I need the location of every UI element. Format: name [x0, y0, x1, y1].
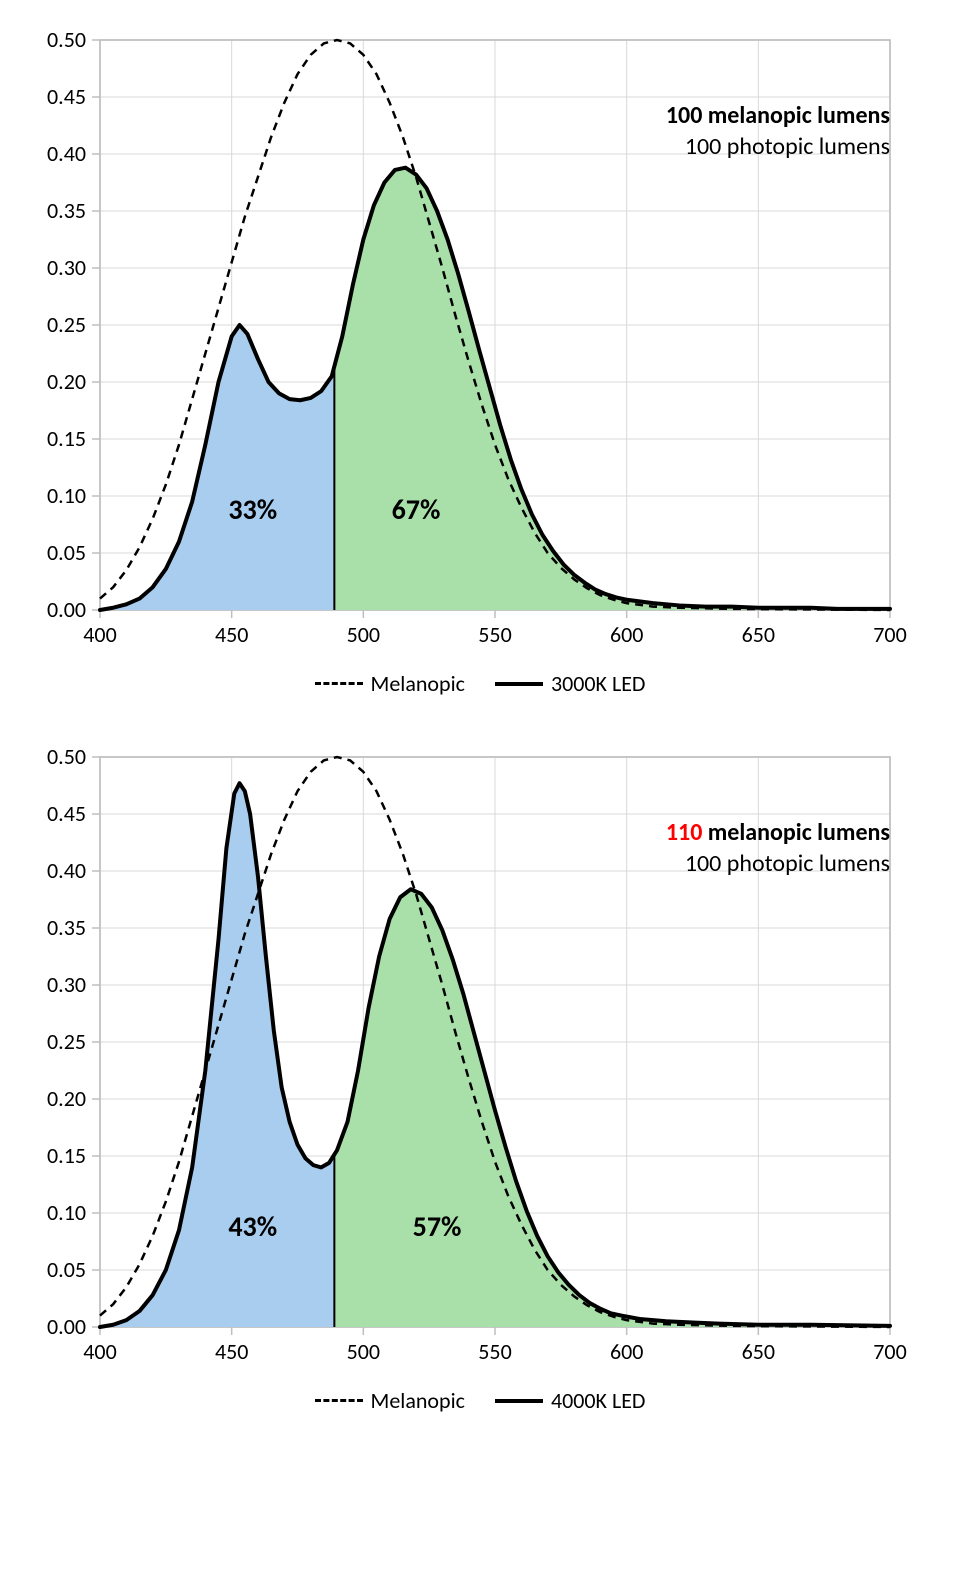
y-tick-label: 0.10: [47, 482, 86, 509]
melanopic-lumens-label: melanopic lumens: [702, 101, 890, 130]
melanopic-lumens-value: 100: [666, 101, 703, 130]
melanopic-lumens-value: 110: [666, 818, 703, 847]
legend-item-melanopic: Melanopic: [315, 670, 465, 697]
legend-item-led: 3000K LED: [495, 670, 646, 697]
y-tick-label: 0.25: [47, 311, 86, 338]
y-tick-label: 0.10: [47, 1199, 86, 1226]
y-tick-label: 0.00: [47, 1313, 86, 1340]
legend-label-melanopic: Melanopic: [371, 1387, 465, 1414]
y-tick-label: 0.15: [47, 1142, 86, 1169]
x-tick-label: 650: [742, 621, 775, 648]
y-tick-label: 0.20: [47, 1085, 86, 1112]
melanopic-lumens-label: melanopic lumens: [702, 818, 890, 847]
y-tick-label: 0.45: [47, 83, 86, 110]
y-tick-label: 0.50: [47, 26, 86, 53]
x-tick-label: 400: [83, 1338, 116, 1365]
y-tick-label: 0.00: [47, 596, 86, 623]
y-tick-label: 0.45: [47, 800, 86, 827]
y-tick-label: 0.35: [47, 197, 86, 224]
y-tick-label: 0.40: [47, 140, 86, 167]
legend-label-led: 4000K LED: [551, 1387, 646, 1414]
pct-left-label: 43%: [228, 1209, 277, 1244]
y-tick-label: 0.35: [47, 914, 86, 941]
x-tick-label: 700: [873, 1338, 906, 1365]
x-tick-label: 450: [215, 621, 248, 648]
legend-label-led: 3000K LED: [551, 670, 646, 697]
y-tick-label: 0.40: [47, 857, 86, 884]
photopic-lumens-line: 100 photopic lumens: [666, 848, 890, 879]
legend-item-melanopic: Melanopic: [315, 1387, 465, 1414]
pct-right-label: 57%: [413, 1209, 462, 1244]
chart-legend: Melanopic 3000K LED: [20, 670, 940, 697]
pct-right-label: 67%: [392, 492, 441, 527]
x-tick-label: 550: [478, 621, 511, 648]
legend-item-led: 4000K LED: [495, 1387, 646, 1414]
y-tick-label: 0.30: [47, 971, 86, 998]
y-tick-label: 0.25: [47, 1028, 86, 1055]
y-tick-label: 0.20: [47, 368, 86, 395]
corner-text: 100 melanopic lumens100 photopic lumens: [666, 100, 890, 162]
x-tick-label: 600: [610, 621, 643, 648]
legend-label-melanopic: Melanopic: [371, 670, 465, 697]
chart-container: 400 450 500 550 600 650 700 0.00 0.05 0.10 0.15 0.2…: [20, 20, 940, 697]
y-tick-label: 0.30: [47, 254, 86, 281]
y-tick-label: 0.05: [47, 1256, 86, 1283]
y-tick-label: 0.50: [47, 743, 86, 770]
chart-container: 400 450 500 550 600 650 700 0.00 0.05 0.10 0.15 0.2…: [20, 737, 940, 1414]
x-tick-label: 400: [83, 621, 116, 648]
pct-left-label: 33%: [228, 492, 277, 527]
x-tick-label: 450: [215, 1338, 248, 1365]
x-tick-label: 550: [478, 1338, 511, 1365]
x-tick-label: 500: [347, 621, 380, 648]
x-tick-label: 500: [347, 1338, 380, 1365]
photopic-lumens-line: 100 photopic lumens: [666, 131, 890, 162]
x-tick-label: 650: [742, 1338, 775, 1365]
corner-text: 110 melanopic lumens100 photopic lumens: [666, 817, 890, 879]
chart-legend: Melanopic 4000K LED: [20, 1387, 940, 1414]
x-tick-label: 700: [873, 621, 906, 648]
y-tick-label: 0.15: [47, 425, 86, 452]
y-tick-label: 0.05: [47, 539, 86, 566]
x-tick-label: 600: [610, 1338, 643, 1365]
